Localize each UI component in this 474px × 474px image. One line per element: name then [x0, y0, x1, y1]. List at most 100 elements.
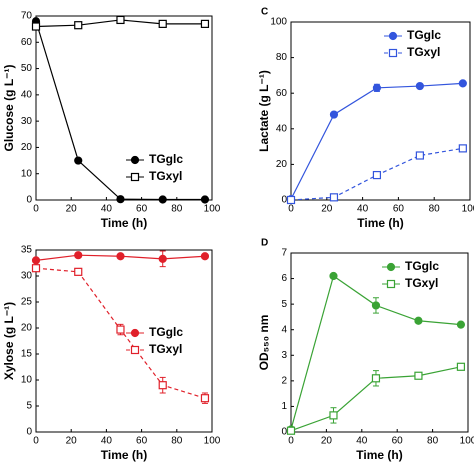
marker [31, 256, 41, 265]
x-tick-label: 40 [357, 204, 369, 215]
marker [388, 48, 398, 58]
marker [386, 262, 396, 272]
marker [31, 22, 41, 31]
plot-frame [290, 21, 471, 201]
y-tick-label: 4 [281, 324, 287, 335]
x-tick-label: 40 [101, 436, 113, 447]
legend-label: TGglc [407, 28, 441, 42]
marker [371, 301, 381, 310]
x-tick-label: 60 [393, 204, 405, 215]
marker [200, 394, 210, 403]
x-tick-label: 20 [66, 204, 78, 215]
marker [31, 264, 41, 273]
y-tick-label: 0 [26, 195, 32, 206]
marker [415, 81, 424, 91]
marker [158, 254, 167, 263]
marker [286, 426, 296, 435]
y-axis-label: Glucose (g L⁻¹) [2, 64, 16, 151]
x-tick-label: 100 [204, 204, 221, 215]
x-tick-label: 80 [429, 204, 441, 215]
marker [329, 271, 338, 281]
x-tick-label: 60 [392, 436, 404, 447]
plot-frame [35, 249, 213, 433]
marker [386, 279, 396, 289]
y-tick-label: 3 [281, 350, 287, 361]
panel-label: D [261, 238, 268, 249]
y-tick-label: 80 [276, 52, 288, 63]
marker [329, 411, 338, 420]
marker [456, 362, 466, 371]
marker [130, 328, 140, 338]
y-tick-label: 60 [21, 37, 33, 48]
y-tick-label: 35 [21, 245, 33, 256]
legend-label: TGxyl [405, 276, 438, 290]
marker [130, 172, 140, 182]
y-tick-label: 100 [270, 17, 287, 28]
y-tick-label: 6 [281, 273, 287, 284]
x-tick-label: 100 [204, 436, 221, 447]
x-tick-label: 100 [462, 204, 474, 215]
y-tick-label: 5 [281, 299, 287, 310]
y-tick-label: 30 [21, 271, 33, 282]
plot-frame [290, 252, 469, 433]
y-tick-label: 10 [21, 168, 33, 179]
x-tick-label: 60 [136, 204, 148, 215]
y-tick-label: 10 [21, 375, 33, 386]
marker [74, 251, 83, 260]
legend-label: TGglc [149, 325, 183, 339]
y-tick-label: 30 [21, 116, 33, 127]
y-tick-label: 2 [281, 375, 287, 386]
y-tick-label: 20 [21, 142, 33, 153]
x-tick-label: 20 [66, 436, 78, 447]
y-tick-label: 25 [21, 297, 33, 308]
x-tick-label: 40 [101, 204, 113, 215]
marker [74, 156, 83, 165]
marker [414, 371, 423, 380]
y-tick-label: 40 [276, 123, 288, 134]
series-line [290, 82, 463, 200]
y-tick-label: 5 [26, 401, 32, 412]
y-tick-label: 20 [21, 323, 33, 334]
marker [116, 325, 125, 334]
x-tick-label: 80 [427, 436, 439, 447]
marker [329, 110, 339, 119]
panel: 0 20 40 60 80 100 0 10 20 30 40 50 60 70 Time (h) Gluco… [2, 11, 221, 231]
y-tick-label: 40 [21, 89, 33, 100]
legend-label: TGxyl [407, 45, 440, 59]
x-tick-label: 60 [136, 436, 148, 447]
marker [286, 195, 296, 205]
marker [130, 155, 140, 165]
marker [74, 21, 83, 30]
marker [158, 19, 167, 28]
marker [458, 144, 467, 153]
x-tick-label: 0 [288, 436, 294, 447]
legend-label: TGxyl [149, 169, 182, 183]
x-tick-label: 80 [171, 436, 183, 447]
y-tick-label: 50 [21, 63, 33, 74]
x-tick-label: 20 [321, 436, 333, 447]
marker [388, 31, 398, 41]
y-axis-label: Lactate (g L⁻¹) [257, 70, 271, 152]
marker [116, 252, 125, 261]
x-axis-label: Time (h) [356, 448, 402, 462]
y-axis-label: OD₅₅₀ nm [257, 315, 271, 371]
marker [415, 151, 424, 160]
marker [414, 316, 423, 325]
y-tick-label: 0 [281, 195, 287, 206]
marker [456, 320, 466, 329]
y-tick-label: 60 [276, 88, 288, 99]
y-tick-label: 1 [281, 401, 287, 412]
y-tick-label: 0 [26, 427, 32, 438]
panel: 0 20 40 60 80 100 0 20 40 60 80 100 Time (h) Lactate … [257, 7, 474, 231]
marker [158, 195, 167, 204]
marker [200, 195, 210, 204]
marker [458, 79, 467, 88]
panel-label: C [261, 7, 268, 18]
marker [200, 252, 210, 261]
x-axis-label: Time (h) [101, 448, 147, 462]
y-axis-label: Xylose (g L⁻¹) [2, 302, 16, 380]
marker [371, 374, 381, 383]
x-tick-label: 0 [288, 204, 294, 215]
marker [200, 19, 210, 28]
